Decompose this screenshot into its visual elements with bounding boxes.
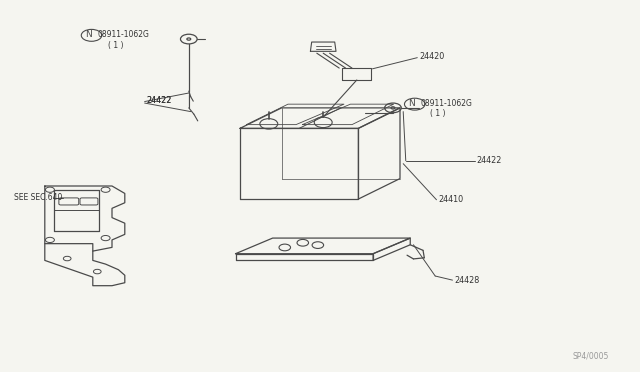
Text: 24410: 24410 (438, 195, 463, 204)
Text: 24422: 24422 (477, 156, 502, 165)
Text: 24422: 24422 (146, 96, 172, 105)
Text: N: N (85, 30, 92, 39)
Text: 24422: 24422 (146, 96, 172, 105)
Text: 08911-1062G: 08911-1062G (420, 99, 472, 108)
Text: ( 1 ): ( 1 ) (108, 41, 123, 50)
Text: 24420: 24420 (419, 52, 444, 61)
Text: ( 1 ): ( 1 ) (430, 109, 445, 118)
Text: SEE SEC.640: SEE SEC.640 (14, 193, 63, 202)
Text: SP4/0005: SP4/0005 (573, 352, 609, 361)
Text: 08911-1062G: 08911-1062G (97, 30, 149, 39)
Text: N: N (408, 99, 415, 108)
Text: 24428: 24428 (454, 276, 479, 285)
